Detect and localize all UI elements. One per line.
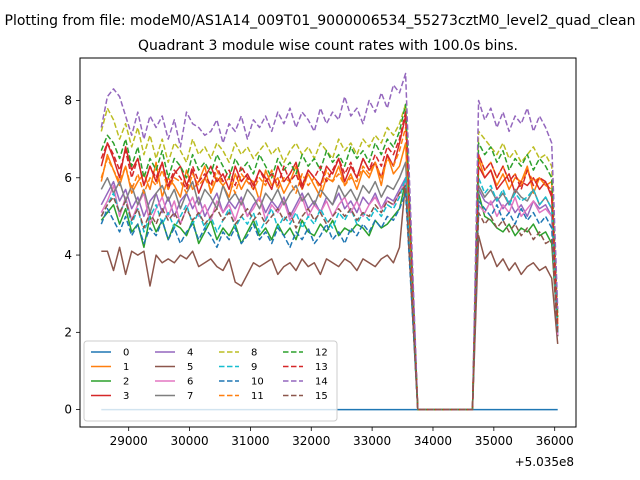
series-line-12	[100, 103, 559, 411]
legend-label-3: 3	[123, 391, 129, 402]
series-line-11	[100, 126, 559, 411]
legend-label-11: 11	[251, 391, 264, 402]
legend-label-1: 1	[123, 362, 129, 373]
series-line-6	[100, 180, 559, 411]
y-tick-label: 6	[64, 171, 72, 185]
legend-label-8: 8	[251, 348, 257, 359]
legend-label-10: 10	[251, 377, 264, 388]
legend-box	[83, 340, 338, 422]
y-tick-label: 8	[64, 94, 72, 108]
series-line-4	[100, 177, 559, 411]
series-line-5	[101, 180, 559, 411]
series-line-13	[100, 111, 559, 411]
axis-ticks: 29000 30000 31000 32000 33000 34000 35000 36000…	[64, 94, 573, 448]
legend-label-15: 15	[315, 391, 328, 402]
series-line-7	[100, 161, 559, 411]
x-axis-offset-label: +5.035e8	[515, 455, 574, 469]
x-tick-label: 29000	[110, 434, 148, 448]
legend-label-12: 12	[315, 348, 328, 359]
legend-label-14: 14	[315, 377, 328, 388]
legend-label-7: 7	[187, 391, 193, 402]
x-tick-label: 35000	[475, 434, 513, 448]
y-tick-label: 2	[64, 325, 72, 339]
y-tick-label: 0	[64, 403, 72, 417]
x-tick-label: 30000	[170, 434, 208, 448]
legend-label-2: 2	[123, 377, 129, 388]
x-tick-label: 33000	[353, 434, 391, 448]
legend-label-4: 4	[187, 348, 193, 359]
legend-label-5: 5	[187, 362, 193, 373]
series-line-9	[100, 177, 559, 411]
chart-suptitle: Plotting from file: modeM0/AS1A14_009T01…	[5, 13, 636, 29]
x-tick-label: 36000	[536, 434, 574, 448]
legend-label-13: 13	[315, 362, 328, 373]
chart-title: Quadrant 3 module wise count rates with …	[138, 38, 518, 54]
series-line-15	[100, 184, 559, 411]
axes-frame	[79, 57, 577, 428]
plot-area	[100, 72, 559, 411]
series-lines	[100, 72, 559, 411]
y-tick-label: 4	[64, 248, 72, 262]
series-line-14	[100, 72, 559, 411]
legend-label-6: 6	[187, 377, 193, 388]
x-tick-label: 32000	[292, 434, 330, 448]
legend-label-0: 0	[123, 348, 129, 359]
x-tick-label: 31000	[231, 434, 269, 448]
legend-label-9: 9	[251, 362, 257, 373]
x-tick-label: 34000	[414, 434, 452, 448]
